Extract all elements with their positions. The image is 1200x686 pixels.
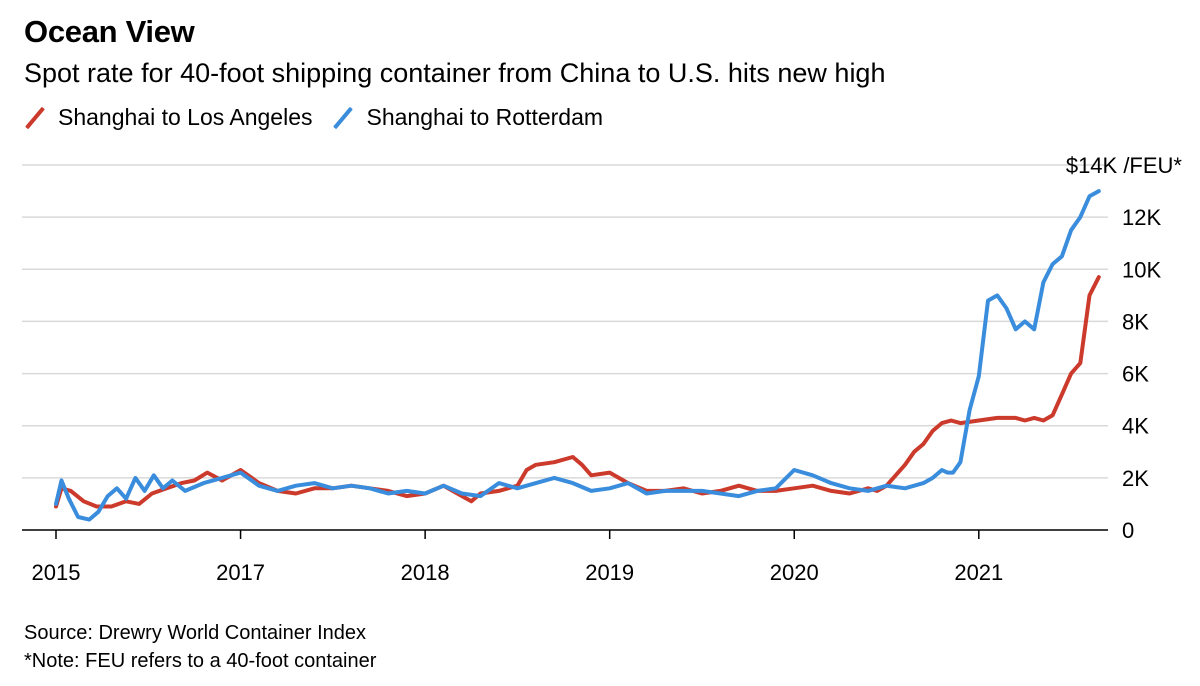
x-tick-label-1: 2017 — [216, 560, 265, 585]
x-tick-label-0: 2015 — [32, 560, 81, 585]
y-tick-label-1: 2K — [1122, 466, 1149, 491]
chart-legend: Shanghai to Los Angeles Shanghai to Rott… — [24, 104, 623, 131]
x-tick-label-3: 2019 — [585, 560, 634, 585]
x-tick-label-2: 2018 — [401, 560, 450, 585]
y-tick-label-6: 12K — [1122, 205, 1161, 230]
x-tick-label-4: 2020 — [770, 560, 819, 585]
y-tick-label-2: 4K — [1122, 414, 1149, 439]
source-note: Source: Drewry World Container Index — [24, 622, 366, 644]
series-line-los-angeles — [54, 275, 1101, 509]
chart-subtitle: Spot rate for 40-foot shipping container… — [24, 58, 886, 88]
legend-label-rotterdam: Shanghai to Rotterdam — [366, 104, 604, 130]
x-tick-label-5: 2021 — [954, 560, 1003, 585]
series-line-rotterdam — [54, 189, 1101, 522]
chart-title: Ocean View — [24, 14, 195, 49]
y-tick-label-5: 10K — [1122, 257, 1161, 282]
legend-item-los-angeles: Shanghai to Los Angeles — [24, 104, 312, 131]
footnote: *Note: FEU refers to a 40-foot container — [24, 650, 377, 672]
y-tick-label-7: $14K /FEU* — [1066, 153, 1183, 178]
y-tick-label-4: 8K — [1122, 309, 1149, 334]
y-tick-label-0: 0 — [1122, 518, 1134, 543]
y-tick-label-3: 6K — [1122, 362, 1149, 387]
legend-item-rotterdam: Shanghai to Rotterdam — [332, 104, 603, 131]
legend-label-los-angeles: Shanghai to Los Angeles — [58, 104, 313, 130]
